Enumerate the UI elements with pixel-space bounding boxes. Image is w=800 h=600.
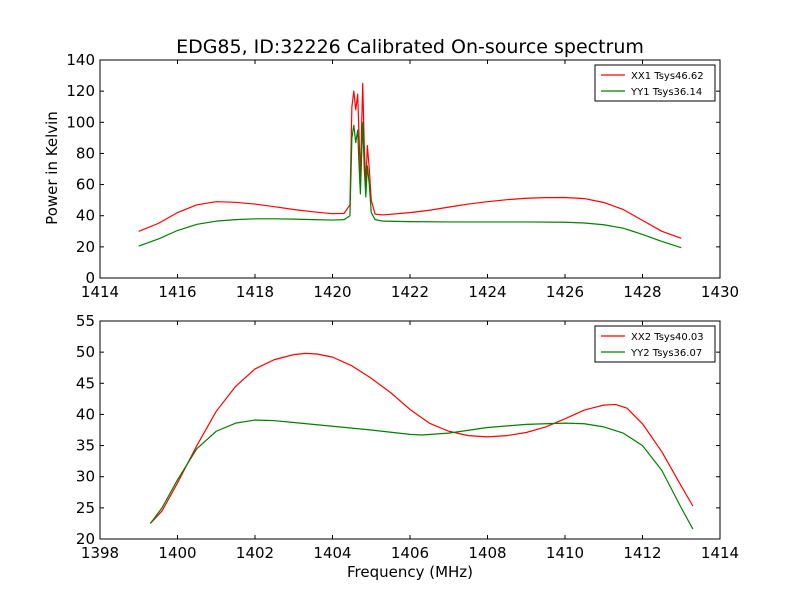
y-tick-label: 50: [76, 343, 95, 361]
x-tick-label: 1424: [468, 283, 506, 301]
y-tick-label: 20: [76, 238, 95, 256]
top-plot-panel: 1414 1416 1418 1420 1422 1424 1426 1428 1430 0 20 4…: [66, 51, 739, 301]
y-tick-label: 45: [76, 374, 95, 392]
legend-box: [594, 325, 716, 363]
x-tick-label: 1428: [623, 283, 661, 301]
x-tick-label: 1416: [158, 283, 196, 301]
legend-label: XX1 Tsys46.62: [631, 71, 704, 82]
x-tick-label: 1422: [391, 283, 429, 301]
x-tick-label: 1402: [236, 544, 274, 562]
y-tick-label: 55: [76, 312, 95, 330]
y-tick-label: 35: [76, 437, 95, 455]
y-tick-label: 40: [76, 405, 95, 423]
x-tick-label: 1400: [158, 544, 196, 562]
legend-label: YY2 Tsys36.07: [630, 348, 702, 359]
x-tick-label: 1410: [546, 544, 584, 562]
y-tick-label: 100: [66, 113, 95, 131]
y-tick-label: 80: [76, 144, 95, 162]
x-tick-label: 1414: [701, 544, 739, 562]
series-line-2: [138, 121, 682, 249]
x-tick-label: 1412: [623, 544, 661, 562]
x-tick-label: 1408: [468, 544, 506, 562]
series-line-1: [138, 82, 682, 239]
y-tick-label: 120: [66, 82, 95, 100]
series-line-1: [149, 352, 694, 524]
x-tick-label: 1418: [236, 283, 274, 301]
y-tick-label: 30: [76, 468, 95, 486]
y-tick-label: 20: [76, 530, 95, 548]
y-tick-label: 40: [76, 207, 95, 225]
x-tick-label: 1406: [391, 544, 429, 562]
legend: XX2 Tsys40.03 YY2 Tsys36.07: [594, 325, 716, 363]
x-tick-label: 1404: [313, 544, 351, 562]
chart-title: EDG85, ID:32226 Calibrated On-source spe…: [176, 36, 644, 58]
legend-label: YY1 Tsys36.14: [630, 87, 702, 98]
x-tick-label: 1414: [81, 283, 119, 301]
legend-box: [594, 64, 716, 102]
x-tick-label: 1420: [313, 283, 351, 301]
y-tick-label: 25: [76, 499, 95, 517]
x-tick-label: 1426: [546, 283, 584, 301]
y-tick-label: 0: [85, 269, 95, 287]
y-tick-label: 60: [76, 176, 95, 194]
y-tick-label: 140: [66, 51, 95, 69]
series-line-2: [149, 419, 694, 530]
y-axis-label: Power in Kelvin: [43, 111, 61, 225]
x-tick-label: 1430: [701, 283, 739, 301]
x-axis-label: Frequency (MHz): [347, 563, 473, 581]
legend-label: XX2 Tsys40.03: [631, 332, 704, 343]
legend: XX1 Tsys46.62 YY1 Tsys36.14: [594, 64, 716, 102]
x-tick-label: 1398: [81, 544, 119, 562]
bottom-plot-panel: 1398 1400 1402 1404 1406 1408 1410 1412 1414 20 25…: [76, 312, 739, 562]
